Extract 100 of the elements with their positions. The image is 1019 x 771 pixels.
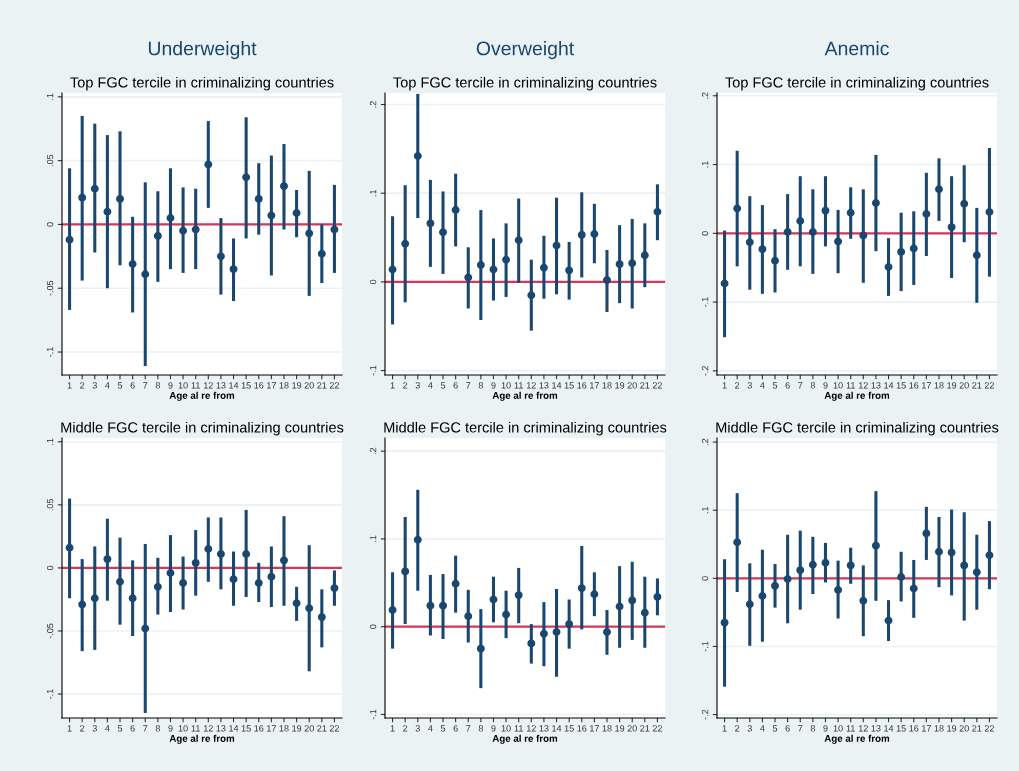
point [179, 226, 188, 235]
x-tick-label: 12 [526, 725, 536, 732]
y-tick-label: .1 [369, 535, 377, 542]
y-tick-label: -.1 [701, 297, 709, 307]
chart-subtitle: Middle FGC tercile in criminalizing countries [61, 421, 344, 436]
x-tick-label: 12 [203, 725, 213, 732]
x-tick-label: 9 [823, 725, 828, 732]
x-tick-label: 19 [615, 382, 625, 389]
x-tick-label: 21 [972, 725, 982, 732]
point [90, 594, 99, 603]
point [292, 599, 301, 608]
x-tick-label: 15 [896, 725, 906, 732]
y-tick-label: -.1 [46, 347, 54, 357]
x-tick-label: 8 [810, 382, 815, 389]
x-tick-label: 7 [798, 725, 803, 732]
point [413, 535, 422, 544]
x-tick-label: 1 [67, 725, 72, 732]
point [78, 600, 87, 609]
point [65, 235, 74, 244]
point [653, 207, 662, 216]
point [565, 266, 574, 275]
x-tick-label: 2 [735, 725, 740, 732]
point [577, 584, 586, 593]
x-tick-label: 2 [80, 725, 85, 732]
point [128, 260, 137, 268]
point [204, 160, 213, 169]
x-tick-label: 15 [564, 725, 574, 732]
y-tick-label: .1 [701, 161, 709, 168]
point [489, 265, 498, 274]
x-tick-label: 22 [329, 382, 339, 389]
point [254, 194, 263, 203]
point [733, 204, 742, 213]
x-axis-title: Age al re from [492, 391, 558, 401]
point [464, 273, 473, 282]
point [871, 541, 880, 550]
point [935, 547, 943, 556]
x-tick-label: 5 [772, 382, 778, 389]
chart-subtitle: Top FGC tercile in criminalizing countries [725, 76, 989, 91]
x-tick-label: 19 [947, 382, 957, 389]
x-tick-label: 21 [972, 382, 982, 389]
point [909, 584, 918, 593]
point [90, 184, 99, 193]
point [254, 579, 263, 587]
x-tick-label: 4 [105, 725, 110, 732]
point [552, 628, 561, 636]
x-tick-label: 18 [934, 382, 944, 389]
point [166, 214, 175, 223]
x-tick-label: 12 [526, 382, 536, 389]
x-tick-label: 6 [453, 382, 458, 389]
x-tick-label: 13 [216, 382, 226, 389]
point [116, 577, 124, 586]
point [834, 237, 843, 246]
y-tick-label: .2 [369, 101, 377, 108]
point [514, 236, 523, 245]
point [330, 584, 339, 593]
x-tick-label: 22 [652, 382, 662, 389]
y-tick-label: 0 [369, 279, 377, 285]
x-tick-label: 5 [772, 725, 778, 732]
x-tick-label: 11 [514, 382, 523, 389]
x-tick-label: 18 [934, 725, 944, 732]
y-tick-label: -.2 [701, 709, 709, 720]
x-tick-label: 18 [279, 382, 289, 389]
x-tick-label: 11 [846, 725, 855, 732]
point [191, 225, 200, 234]
point [153, 582, 162, 591]
y-tick-label: .1 [46, 93, 54, 100]
point [577, 230, 586, 239]
point [552, 241, 561, 250]
x-tick-label: 20 [627, 725, 637, 732]
point [897, 247, 906, 256]
x-tick-label: 2 [403, 725, 408, 732]
y-tick-label: 0 [701, 576, 709, 581]
chart-title: Overweight [476, 41, 575, 60]
x-tick-label: 12 [858, 382, 868, 389]
x-tick-label: 3 [92, 382, 97, 389]
y-tick-label: -.05 [46, 280, 54, 296]
point [783, 575, 792, 583]
x-tick-label: 10 [178, 382, 188, 389]
x-tick-label: 11 [191, 382, 200, 389]
x-tick-label: 17 [922, 725, 931, 732]
x-tick-label: 3 [747, 382, 752, 389]
x-tick-label: 14 [552, 382, 562, 389]
x-tick-label: 14 [884, 382, 894, 389]
point [388, 265, 397, 274]
point [615, 260, 624, 269]
x-tick-label: 8 [478, 725, 483, 732]
point [796, 566, 805, 575]
point [401, 239, 410, 248]
x-tick-label: 13 [871, 382, 881, 389]
point [476, 644, 485, 653]
x-tick-label: 13 [871, 725, 881, 732]
y-tick-label: .1 [46, 438, 54, 445]
point [229, 575, 238, 584]
point [153, 231, 162, 240]
y-tick-label: 0 [369, 624, 377, 629]
point [292, 208, 301, 217]
y-tick-label: -.1 [369, 709, 377, 720]
x-tick-label: 10 [178, 725, 188, 732]
x-tick-label: 16 [254, 725, 264, 732]
x-tick-label: 1 [67, 382, 72, 389]
